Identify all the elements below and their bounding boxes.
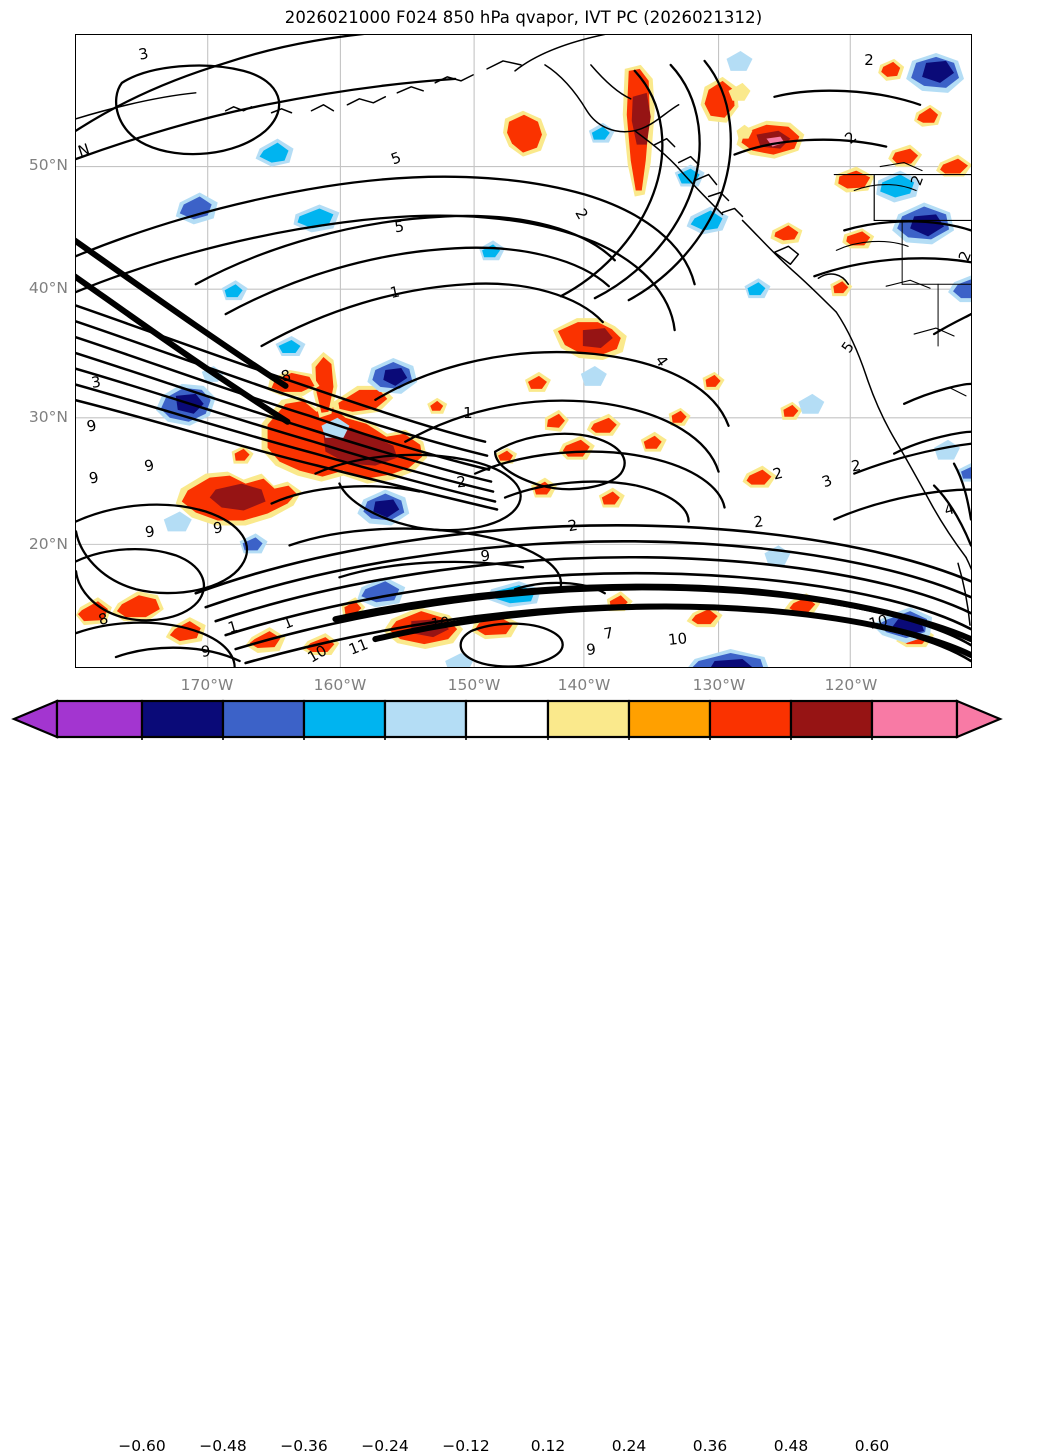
contour-label: 5	[393, 217, 405, 236]
figure-root: 2026021000 F024 850 hPa qvapor, IVT PC (…	[0, 8, 1047, 1455]
ivt-contour-layer	[76, 35, 971, 667]
contour-label: 10	[430, 613, 451, 633]
contour-label: 8	[279, 366, 293, 386]
x-tick-130w: 130°W	[692, 676, 746, 694]
contour-label: 2	[955, 249, 971, 264]
contour-label: 5	[389, 148, 404, 168]
page-title: 2026021000 F024 850 hPa qvapor, IVT PC (…	[284, 8, 763, 27]
colorbar-cell	[464, 699, 550, 739]
colorbar-cell	[302, 699, 387, 739]
contour-label: 2	[841, 128, 860, 148]
positive-anomaly-patches	[76, 58, 971, 656]
contour-label: 9	[88, 468, 101, 487]
contour-label: 10	[667, 629, 688, 649]
colorbar-swatches	[11, 699, 1003, 740]
contour-label: 9	[480, 546, 491, 565]
contour-label: 2	[864, 51, 874, 69]
contour-label: 3	[820, 471, 835, 491]
colorbar-cell	[870, 699, 959, 739]
colorbar-cell	[708, 699, 793, 739]
contour-label: 2	[850, 456, 863, 475]
contour-label: 7	[602, 624, 615, 643]
contour-label: 5	[838, 338, 858, 356]
contour-label: 9	[212, 519, 223, 538]
contour-label: 9	[85, 416, 98, 436]
contour-label: 9	[142, 456, 156, 476]
colorbar-cell	[627, 699, 712, 739]
contour-label: 3	[90, 373, 102, 392]
contour-label: 2	[571, 205, 591, 222]
colorbar-over-arrow	[955, 699, 1003, 739]
contour-label: 9	[200, 642, 212, 661]
colorbar-cell	[789, 699, 874, 739]
contour-label: 8	[97, 609, 111, 629]
contour-label: 4	[942, 499, 956, 519]
contour-label: N	[76, 140, 92, 161]
colorbar-ticks	[141, 737, 873, 740]
contour-label: 3	[137, 44, 150, 64]
y-tick-40n: 40°N	[28, 279, 68, 297]
contour-label: 1	[463, 404, 473, 422]
y-tick-50n: 50°N	[28, 156, 68, 174]
colorbar-cell	[546, 699, 631, 739]
contour-label: 9	[144, 522, 156, 541]
contour-label: 2	[771, 464, 785, 484]
coastline-layer	[76, 35, 971, 626]
contour-label-layer: 3 5 5 2 2 2 1 1 8 3 9 9 9 9 9 4 2	[76, 44, 971, 666]
colorbar[interactable]: −0.60 −0.48 −0.36 −0.24 −0.12 0.12 0.24 …	[0, 698, 1047, 1455]
y-tick-30n: 30°N	[28, 408, 68, 426]
colorbar-cell	[55, 699, 144, 739]
x-tick-160w: 160°W	[313, 676, 367, 694]
contour-label: 2	[566, 516, 579, 535]
colorbar-cell	[383, 699, 468, 739]
cb-tick-9: 0.60	[854, 1437, 890, 1455]
contour-label: 10	[867, 611, 890, 633]
contour-label: 2	[456, 473, 467, 492]
colorbar-cell	[140, 699, 225, 739]
x-tick-150w: 150°W	[447, 676, 501, 694]
y-tick-20n: 20°N	[28, 535, 68, 553]
colorbar-under-arrow	[11, 699, 59, 739]
x-tick-120w: 120°W	[824, 676, 878, 694]
map-plot-area[interactable]: 3 5 5 2 2 2 1 1 8 3 9 9 9 9 9 4 2	[75, 34, 972, 668]
contour-label: 2	[753, 512, 765, 531]
x-tick-170w: 170°W	[180, 676, 234, 694]
contour-label: 1	[388, 283, 401, 303]
contour-label: 9	[585, 640, 596, 659]
contour-label: 11	[346, 635, 370, 659]
map-canvas: 3 5 5 2 2 2 1 1 8 3 9 9 9 9 9 4 2	[76, 35, 971, 667]
colorbar-cell	[221, 699, 306, 739]
x-tick-140w: 140°W	[557, 676, 611, 694]
